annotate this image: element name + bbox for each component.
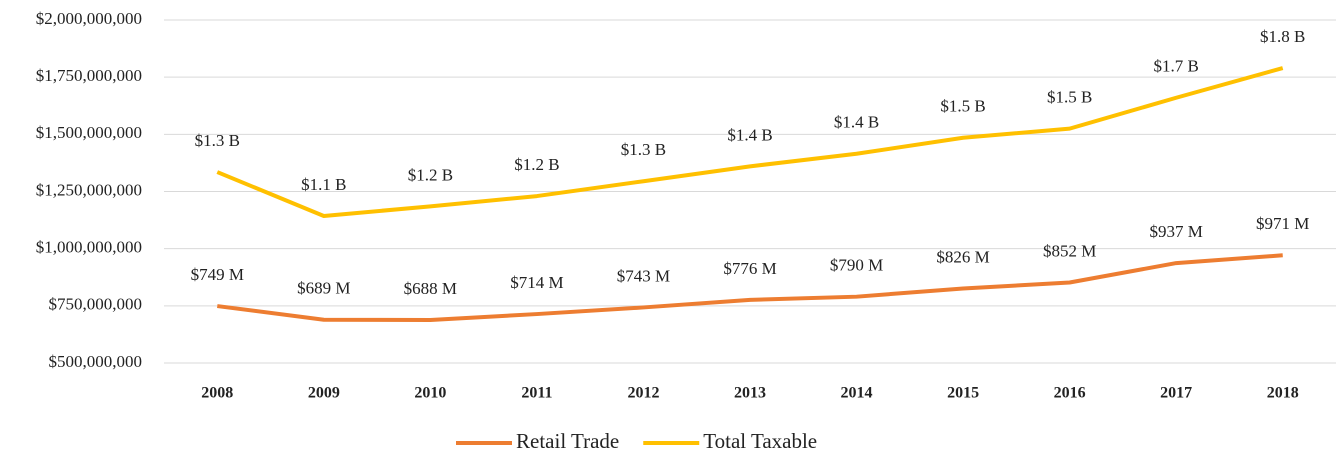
- data-label: $1.7 B: [1154, 57, 1199, 76]
- data-label: $971 M: [1256, 214, 1309, 233]
- data-label: $852 M: [1043, 241, 1096, 260]
- x-tick-label: 2016: [1054, 385, 1086, 402]
- data-label: $776 M: [723, 259, 776, 278]
- data-label: $1.3 B: [621, 140, 666, 159]
- x-tick-label: 2018: [1267, 385, 1299, 402]
- x-tick-label: 2010: [414, 385, 446, 402]
- legend-label: Retail Trade: [516, 429, 619, 453]
- y-tick-label: $1,250,000,000: [36, 180, 142, 199]
- data-label: $743 M: [617, 266, 670, 285]
- legend-label: Total Taxable: [703, 429, 817, 453]
- data-label: $1.2 B: [514, 155, 559, 174]
- x-tick-label: 2014: [841, 385, 873, 402]
- x-tick-label: 2013: [734, 385, 766, 402]
- y-tick-label: $1,000,000,000: [36, 238, 142, 257]
- data-label: $1.3 B: [195, 131, 240, 150]
- y-tick-label: $2,000,000,000: [36, 9, 142, 28]
- data-label: $1.4 B: [834, 113, 879, 132]
- x-tick-label: 2015: [947, 385, 979, 402]
- series-line: [217, 253, 1283, 323]
- x-tick-label: 2011: [521, 385, 552, 402]
- data-label: $790 M: [830, 256, 883, 275]
- data-label: $1.4 B: [727, 125, 772, 144]
- x-tick-label: 2017: [1160, 385, 1192, 402]
- y-tick-label: $1,500,000,000: [36, 123, 142, 142]
- data-label: $1.5 B: [1047, 88, 1092, 107]
- data-label: $1.1 B: [301, 175, 346, 194]
- data-label: $714 M: [510, 273, 563, 292]
- data-label: $1.2 B: [408, 165, 453, 184]
- y-tick-label: $1,750,000,000: [36, 66, 142, 85]
- x-tick-label: 2009: [308, 385, 340, 402]
- data-label: $749 M: [191, 265, 244, 284]
- data-label: $689 M: [297, 279, 350, 298]
- data-label: $826 M: [936, 247, 989, 266]
- y-tick-label: $500,000,000: [49, 352, 143, 371]
- y-tick-label: $750,000,000: [49, 295, 143, 314]
- data-label: $1.8 B: [1260, 27, 1305, 46]
- data-label: $1.5 B: [940, 97, 985, 116]
- x-tick-label: 2008: [201, 385, 233, 402]
- data-label: $688 M: [404, 279, 457, 298]
- x-tick-label: 2012: [627, 385, 659, 402]
- series-line: [216, 66, 1284, 218]
- data-label: $937 M: [1149, 222, 1202, 241]
